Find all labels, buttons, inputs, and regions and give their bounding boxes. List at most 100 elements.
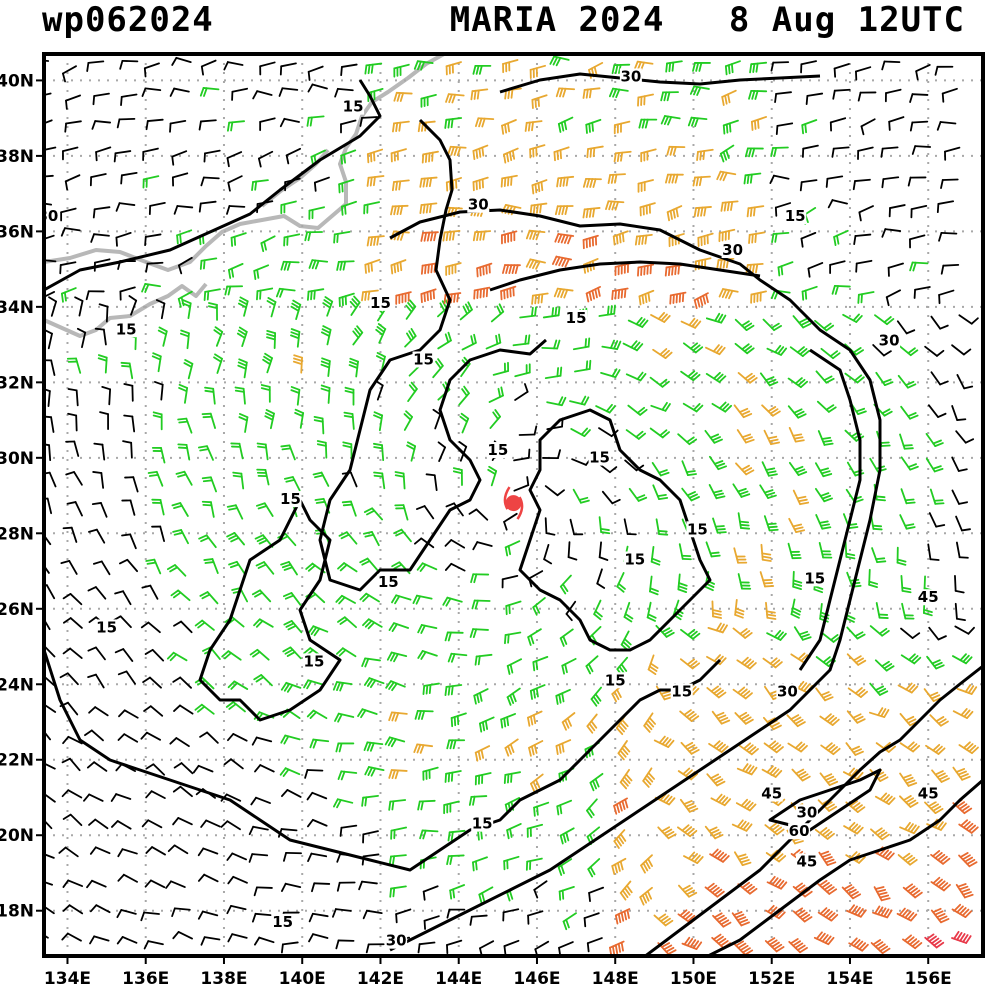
- wind-barb: [84, 729, 104, 742]
- wind-barb: [640, 854, 653, 874]
- wind-barb: [141, 819, 163, 829]
- wind-barb: [900, 405, 919, 420]
- wind-barb: [227, 120, 245, 132]
- wind-barb: [432, 408, 442, 430]
- wind-barb: [718, 228, 736, 243]
- wind-barb: [900, 653, 922, 665]
- wind-barb: [869, 682, 889, 696]
- wind-barb: [737, 372, 758, 384]
- wind-barb: [266, 297, 277, 318]
- wind-barb: [86, 879, 107, 889]
- wind-barb: [236, 326, 248, 348]
- wind-barb: [936, 200, 955, 214]
- wind-barb: [595, 403, 616, 414]
- wind-barb: [59, 261, 77, 275]
- wind-barb: [76, 327, 87, 349]
- contour-label: 15: [589, 449, 610, 467]
- wind-barb: [237, 358, 248, 379]
- wind-barb: [787, 542, 802, 560]
- wind-barb: [558, 941, 574, 956]
- wind-barb: [556, 799, 573, 816]
- wind-barbs: [44, 55, 979, 956]
- wind-barb: [931, 769, 950, 783]
- wind-barb: [115, 232, 132, 247]
- wind-barb: [611, 287, 629, 301]
- wind-barb: [954, 574, 965, 594]
- contour-label: 15: [280, 490, 301, 508]
- wind-barb: [473, 286, 491, 300]
- storm-id-title: wp062024: [42, 0, 214, 40]
- contour-15-central: [198, 498, 342, 722]
- wind-barb: [292, 354, 303, 374]
- wind-barb: [502, 264, 521, 275]
- wind-barb: [766, 344, 788, 356]
- wind-barb: [934, 65, 954, 76]
- wind-barb: [909, 120, 929, 132]
- wind-barb: [897, 682, 919, 694]
- contour-label: 15: [566, 309, 587, 327]
- wind-barb: [227, 933, 248, 943]
- wind-speed-contours: [44, 72, 983, 956]
- wind-barb: [204, 386, 216, 405]
- wind-barb: [143, 940, 164, 950]
- wind-barb: [167, 844, 189, 855]
- contour-label: 30: [797, 803, 818, 821]
- wind-barb: [123, 383, 134, 402]
- wind-barb: [692, 175, 711, 187]
- wind-barb: [417, 650, 438, 660]
- wind-barb: [956, 374, 974, 390]
- wind-barb: [203, 288, 221, 301]
- wind-barb: [173, 205, 194, 215]
- contour-label: 15: [687, 520, 708, 538]
- wind-barb: [846, 653, 867, 666]
- wind-barb: [192, 764, 214, 774]
- wind-barb: [472, 144, 489, 161]
- wind-barb: [474, 117, 495, 128]
- wind-barb: [829, 260, 846, 275]
- wind-barb: [502, 908, 520, 922]
- wind-barb: [173, 620, 193, 634]
- wind-barb: [625, 429, 647, 440]
- wind-barb: [611, 63, 631, 75]
- wind-barb: [422, 885, 439, 901]
- wind-barb: [194, 703, 215, 715]
- lat-tick-label: 34N: [0, 298, 34, 318]
- wind-barb: [266, 329, 277, 350]
- wind-barb: [628, 487, 648, 502]
- wind-barb: [44, 92, 52, 96]
- wind-barb: [681, 936, 703, 950]
- wind-barb: [941, 87, 958, 103]
- wind-barb: [279, 767, 301, 777]
- contour-label-bg: [486, 442, 509, 459]
- wind-barb: [831, 146, 850, 158]
- wind-barb: [590, 686, 602, 707]
- wind-barb: [172, 931, 193, 940]
- wind-barb: [831, 285, 851, 295]
- wind-barb: [705, 371, 727, 383]
- wind-barb: [653, 913, 674, 927]
- wind-barb: [593, 599, 603, 621]
- contour-45-outer: [704, 778, 983, 956]
- wind-barb: [899, 741, 921, 753]
- wind-barb: [732, 483, 751, 498]
- wind-barb: [119, 558, 138, 573]
- wind-barb: [474, 772, 492, 786]
- wind-barb: [601, 490, 621, 505]
- wind-barb: [253, 674, 273, 687]
- wind-barb: [341, 200, 358, 216]
- wind-barb: [87, 586, 107, 600]
- wind-barb: [677, 433, 698, 446]
- wind-barb: [763, 429, 780, 446]
- wind-barb: [501, 119, 517, 135]
- wind-barb: [142, 175, 160, 189]
- wind-barb: [335, 742, 355, 753]
- wind-barb: [275, 287, 296, 298]
- wind-barb: [308, 933, 329, 943]
- wind-barb: [255, 561, 275, 575]
- wind-barb: [565, 600, 577, 622]
- wind-barb: [525, 857, 543, 871]
- wind-barb: [708, 484, 726, 500]
- wind-barb: [958, 852, 978, 868]
- wind-barb: [689, 85, 710, 96]
- wind-barb: [405, 299, 417, 320]
